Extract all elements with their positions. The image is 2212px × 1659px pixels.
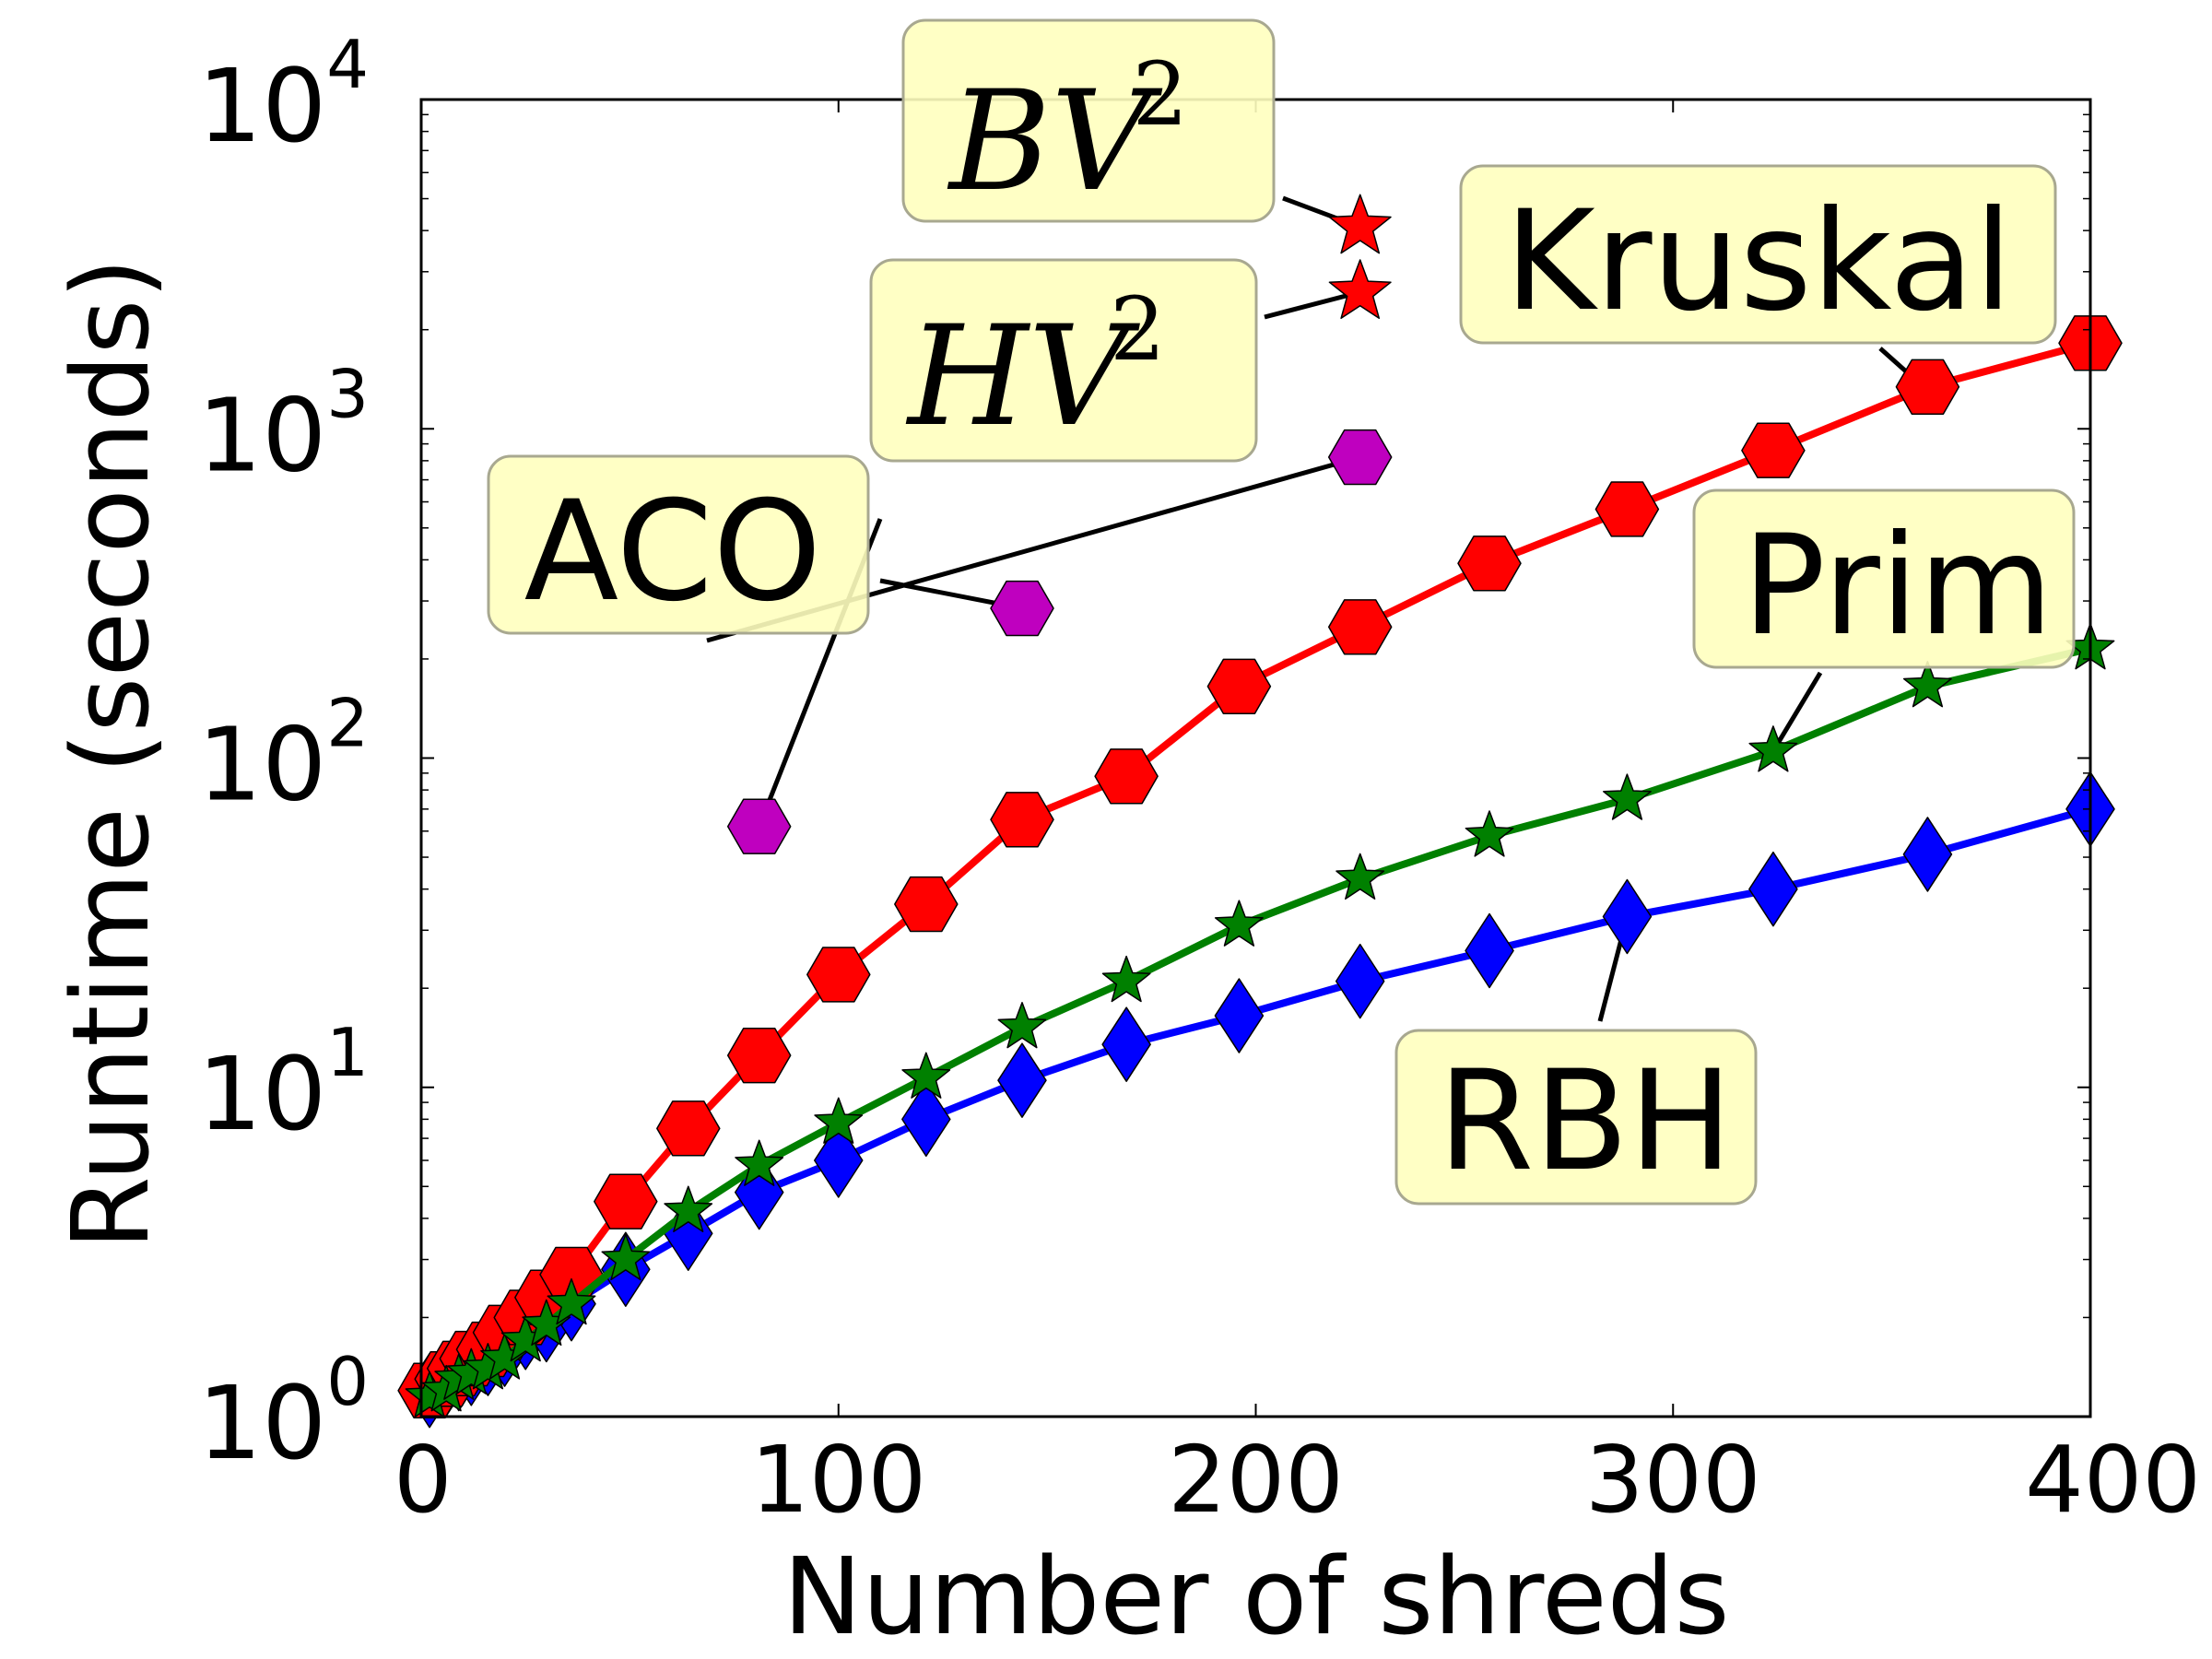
y-axis-title: Runtime (seconds) xyxy=(50,258,173,1251)
data-point-rbh xyxy=(1101,1006,1151,1082)
series-aco xyxy=(726,429,1393,854)
annotation-box xyxy=(487,454,870,635)
annotation-connector-prim xyxy=(1771,671,1823,753)
x-tick-label: 400 xyxy=(2025,1426,2201,1534)
annotation-label-bv2: BV2 xyxy=(947,44,1188,222)
y-tick-label: 101 xyxy=(197,1014,369,1153)
x-tick-label: 100 xyxy=(750,1426,926,1534)
annotation-label-rbh: RBH xyxy=(1438,1041,1733,1202)
data-point-kruskal xyxy=(990,792,1054,848)
annotation-label-hv2: HV2 xyxy=(905,279,1166,457)
data-point-kruskal xyxy=(1594,481,1660,537)
x-tick-label: 200 xyxy=(1168,1426,1344,1534)
data-series xyxy=(397,194,2123,1429)
data-point-rbh xyxy=(1465,912,1514,989)
data-point-rbh xyxy=(997,1042,1047,1118)
annotation-kruskal: Kruskal xyxy=(1459,164,2057,345)
data-point-prim xyxy=(1335,853,1385,900)
data-point-prim xyxy=(814,1097,864,1144)
annotation-aco: ACO xyxy=(487,454,870,635)
data-point-kruskal xyxy=(656,1100,721,1157)
annotation-hv2: HV2 xyxy=(869,258,1258,463)
series-line-prim xyxy=(428,644,2091,1401)
data-point-kruskal xyxy=(1741,422,1806,478)
data-point-rbh xyxy=(1902,817,1953,892)
data-point-kruskal xyxy=(594,1173,658,1230)
data-point-prim xyxy=(1214,900,1264,947)
annotation-box xyxy=(1394,1029,1758,1206)
x-tick-label: 0 xyxy=(394,1426,453,1534)
data-point-kruskal xyxy=(1457,535,1522,592)
annotation-bv2: BV2 xyxy=(901,18,1276,223)
data-point-prim xyxy=(547,1277,596,1325)
series-hv2 xyxy=(1328,259,1392,320)
series-rbh xyxy=(405,771,2115,1429)
annotation-label-kruskal: Kruskal xyxy=(1504,182,2012,342)
series-bv2 xyxy=(1328,194,1392,254)
data-point-rbh xyxy=(1214,978,1265,1053)
x-axis-title: Number of shreds xyxy=(782,1535,1729,1659)
annotation-box xyxy=(1459,164,2057,345)
data-point-kruskal xyxy=(894,876,959,933)
data-point-prim xyxy=(601,1233,651,1281)
data-point-kruskal xyxy=(1206,658,1272,714)
data-point-kruskal xyxy=(1327,599,1393,655)
annotation-label-prim: Prim xyxy=(1742,506,2053,666)
data-point-aco xyxy=(1327,429,1393,486)
data-point-prim xyxy=(664,1185,713,1232)
y-tick-label: 103 xyxy=(197,355,369,494)
y-tick-label: 100 xyxy=(197,1343,369,1482)
data-point-prim xyxy=(901,1052,951,1099)
data-point-prim xyxy=(1902,661,1952,708)
data-point-rbh xyxy=(1335,943,1385,1019)
annotation-box xyxy=(869,258,1258,463)
data-point-prim xyxy=(997,1002,1047,1049)
series-line-rbh xyxy=(427,805,2092,1394)
annotation-prim: Prim xyxy=(1692,488,2076,669)
data-point-aco xyxy=(990,580,1054,637)
annotation-box xyxy=(1692,488,2076,669)
annotation-rbh: RBH xyxy=(1394,1029,1758,1206)
x-tick-label: 300 xyxy=(1585,1426,1761,1534)
annotation-label-aco: ACO xyxy=(524,472,822,632)
data-point-kruskal xyxy=(806,947,871,1003)
annotation-connector-hv2 xyxy=(1264,289,1361,320)
y-tick-label: 102 xyxy=(197,685,369,824)
data-point-rbh xyxy=(1602,878,1653,955)
data-point-prim xyxy=(1603,773,1652,820)
data-point-aco xyxy=(726,798,792,854)
data-point-rbh xyxy=(901,1081,951,1158)
data-point-prim xyxy=(1465,810,1514,857)
data-point-prim xyxy=(1748,725,1798,772)
data-point-prim xyxy=(1101,955,1151,1003)
annotation-box xyxy=(901,18,1276,223)
series-prim xyxy=(405,622,2115,1418)
data-point-kruskal xyxy=(726,1027,792,1084)
data-point-rbh xyxy=(1748,851,1798,927)
annotation-labels: Kruskal Prim RBH ACO BV2 HV2 xyxy=(487,18,2076,1206)
y-tick-label: 104 xyxy=(197,26,369,165)
data-point-bv2 xyxy=(1328,194,1392,254)
data-point-kruskal xyxy=(1094,748,1159,805)
data-point-kruskal xyxy=(1895,359,1960,416)
data-point-hv2 xyxy=(1328,259,1392,320)
data-point-prim xyxy=(735,1139,784,1186)
